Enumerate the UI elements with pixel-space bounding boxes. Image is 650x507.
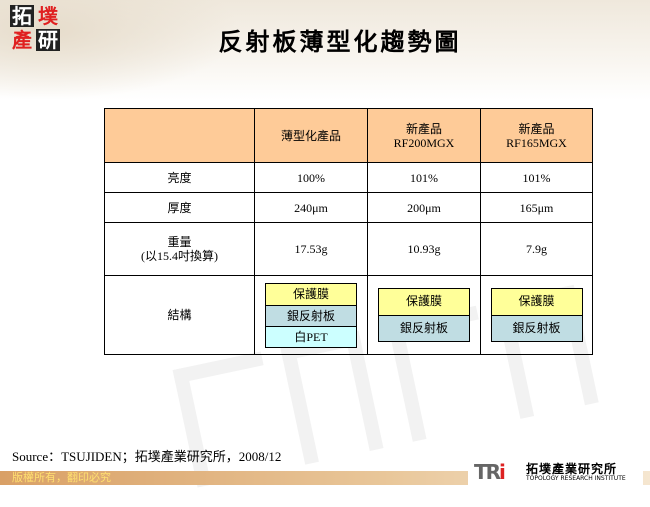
copyright-text: 版權所有，翻印必究 xyxy=(12,471,111,484)
table-row: 厚度 240μm 200μm 165μm xyxy=(104,192,593,223)
comparison-table: 薄型化產品 新產品 RF200MGX 新產品 RF165MGX 亮度 100% … xyxy=(104,108,593,355)
header-cell: 薄型化產品 xyxy=(254,108,368,163)
layer-stack: 保護膜 銀反射板 xyxy=(378,288,470,342)
header-text: 新產品 RF200MGX xyxy=(393,121,455,150)
cell: 7.9g xyxy=(480,222,593,276)
table-row-structure: 結構 保護膜 銀反射板 白PET 保護膜 銀反射板 保護膜 銀反射板 xyxy=(104,275,593,355)
header-cell: 新產品 RF165MGX xyxy=(480,108,593,163)
header-cell: 新產品 RF200MGX xyxy=(367,108,481,163)
row-label: 重量 (以15.4吋換算) xyxy=(104,222,255,276)
cell: 165μm xyxy=(480,192,593,223)
cell: 101% xyxy=(367,162,481,193)
table-row: 亮度 100% 101% 101% xyxy=(104,162,593,193)
cell: 17.53g xyxy=(254,222,368,276)
layer-stack: 保護膜 銀反射板 xyxy=(490,288,583,342)
logo-char: 研 xyxy=(36,28,60,52)
layer-silver: 銀反射板 xyxy=(266,304,356,326)
brand-mark: TRi xyxy=(474,460,506,484)
table-row: 重量 (以15.4吋換算) 17.53g 10.93g 7.9g xyxy=(104,222,593,276)
brand-logo: TRi 拓墣產業研究所 TOPOLOGY RESEARCH INSTITUTE xyxy=(468,459,643,485)
page-title: 反射板薄型化趨勢圖 xyxy=(218,30,462,56)
layer-silver: 銀反射板 xyxy=(491,315,582,341)
logo: 拓 墣 產 研 xyxy=(10,5,62,53)
layer-stack: 保護膜 銀反射板 白PET xyxy=(265,282,357,348)
logo-char: 產 xyxy=(12,28,32,52)
layer-protect: 保護膜 xyxy=(491,289,582,315)
row-label: 厚度 xyxy=(104,192,255,223)
cell: 保護膜 銀反射板 白PET xyxy=(254,275,368,355)
brand-name-cn: 拓墣產業研究所 xyxy=(526,462,618,476)
cell: 200μm xyxy=(367,192,481,223)
cell: 240μm xyxy=(254,192,368,223)
header-text: 新產品 RF165MGX xyxy=(506,121,567,150)
layer-protect: 保護膜 xyxy=(379,289,469,315)
cell: 100% xyxy=(254,162,368,193)
cell: 保護膜 銀反射板 xyxy=(367,275,481,355)
layer-pet: 白PET xyxy=(266,325,356,347)
layer-silver: 銀反射板 xyxy=(379,315,469,341)
cell: 10.93g xyxy=(367,222,481,276)
layer-protect: 保護膜 xyxy=(266,283,356,305)
cell: 101% xyxy=(480,162,593,193)
row-label-main: 重量 xyxy=(167,235,192,249)
logo-char: 拓 xyxy=(10,4,34,28)
row-label: 亮度 xyxy=(104,162,255,193)
brand-name-en: TOPOLOGY RESEARCH INSTITUTE xyxy=(526,475,626,482)
header-cell xyxy=(104,108,255,163)
row-label-sub: (以15.4吋換算) xyxy=(141,249,218,263)
row-label: 結構 xyxy=(104,275,255,355)
cell: 保護膜 銀反射板 xyxy=(480,275,593,355)
source-note: Source：TSUJIDEN；拓墣產業研究所，2008/12 xyxy=(12,449,282,464)
logo-char: 墣 xyxy=(38,4,58,28)
table-header-row: 薄型化產品 新產品 RF200MGX 新產品 RF165MGX xyxy=(104,108,593,163)
